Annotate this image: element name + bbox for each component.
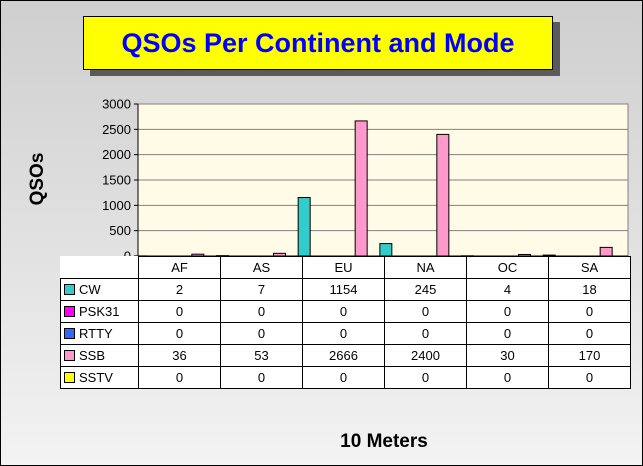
data-label: 0 (302, 300, 385, 323)
x-tick-label: OC (466, 256, 549, 279)
bar-ssb-af (191, 253, 205, 257)
data-table: AF AS EU NA OC SA CW 2 7 1154 245 4 18 PSK31 0 0 0 0 0 0 RTT… (60, 256, 631, 389)
data-label: 0 (220, 300, 303, 323)
data-label: 2 (138, 278, 221, 301)
legend-entry: SSTV (60, 366, 139, 389)
chart-title-box: QSOs Per Continent and Mode (83, 16, 553, 70)
legend-label: SSTV (79, 370, 113, 385)
chart-plot: 050010001500200025003000 (102, 97, 629, 264)
y-tick-label: 3000 (102, 97, 131, 112)
data-label: 0 (220, 366, 303, 389)
legend-label: SSB (79, 348, 106, 363)
data-label: 0 (138, 322, 221, 345)
legend-swatch (64, 306, 75, 318)
y-tick-label: 1000 (102, 198, 131, 213)
bar-ssb-eu (354, 120, 368, 257)
data-label: 0 (548, 300, 631, 323)
bar-cw-sa (542, 254, 556, 257)
data-label: 0 (384, 300, 467, 323)
data-label: 53 (220, 344, 303, 367)
data-label: 0 (466, 300, 549, 323)
legend-swatch (64, 328, 75, 340)
legend-swatch (64, 372, 75, 384)
data-label: 0 (548, 366, 631, 389)
x-tick-label: SA (548, 256, 631, 279)
x-tick-label: EU (302, 256, 385, 279)
bar-ssb-sa (599, 246, 613, 257)
table-row: CW 2 7 1154 245 4 18 (60, 278, 631, 301)
bar-cw-eu (297, 197, 311, 257)
y-tick-label: 2500 (102, 122, 131, 137)
data-label: 0 (548, 322, 631, 345)
legend-swatch (64, 284, 75, 296)
y-tick-label: 2000 (102, 147, 131, 162)
table-header-row: AF AS EU NA OC SA (61, 256, 631, 279)
legend-entry: PSK31 (60, 300, 139, 323)
x-tick-label: AF (138, 256, 221, 279)
data-label: 4 (466, 278, 549, 301)
bar-ssb-oc (518, 253, 531, 257)
bar-ssb-na (436, 133, 450, 257)
table-corner (61, 257, 139, 279)
table-row: SSB 36 53 2666 2400 30 170 (60, 344, 631, 367)
data-label: 0 (138, 366, 221, 389)
data-label: 1154 (302, 278, 385, 301)
data-label: 30 (466, 344, 549, 367)
data-label: 0 (302, 322, 385, 345)
legend-entry: CW (60, 278, 139, 301)
y-tick-label: 1500 (102, 173, 131, 188)
table-row: SSTV 0 0 0 0 0 0 (60, 366, 631, 389)
table-row: PSK31 0 0 0 0 0 0 (60, 300, 631, 323)
data-label: 2666 (302, 344, 385, 367)
legend-label: RTTY (79, 326, 113, 341)
data-label: 245 (384, 278, 467, 301)
data-label: 0 (384, 322, 467, 345)
data-label: 0 (220, 322, 303, 345)
data-label: 0 (302, 366, 385, 389)
data-label: 7 (220, 278, 303, 301)
bar-cw-na (379, 243, 393, 257)
data-label: 0 (466, 366, 549, 389)
data-label: 170 (548, 344, 631, 367)
legend-entry: SSB (60, 344, 139, 367)
data-label: 36 (138, 344, 221, 367)
chart-title: QSOs Per Continent and Mode (121, 27, 515, 58)
legend-entry: RTTY (60, 322, 139, 345)
table-row: RTTY 0 0 0 0 0 0 (60, 322, 631, 345)
legend-label: PSK31 (79, 304, 120, 319)
data-label: 0 (384, 366, 467, 389)
data-label: 2400 (384, 344, 467, 367)
data-label: 18 (548, 278, 631, 301)
y-tick-label: 500 (109, 223, 131, 238)
x-axis-label: 10 Meters (340, 431, 428, 452)
legend-swatch (64, 350, 75, 362)
x-tick-label: AS (220, 256, 303, 279)
legend-label: CW (79, 282, 101, 297)
data-label: 0 (138, 300, 221, 323)
x-tick-label: NA (384, 256, 467, 279)
data-label: 0 (466, 322, 549, 345)
